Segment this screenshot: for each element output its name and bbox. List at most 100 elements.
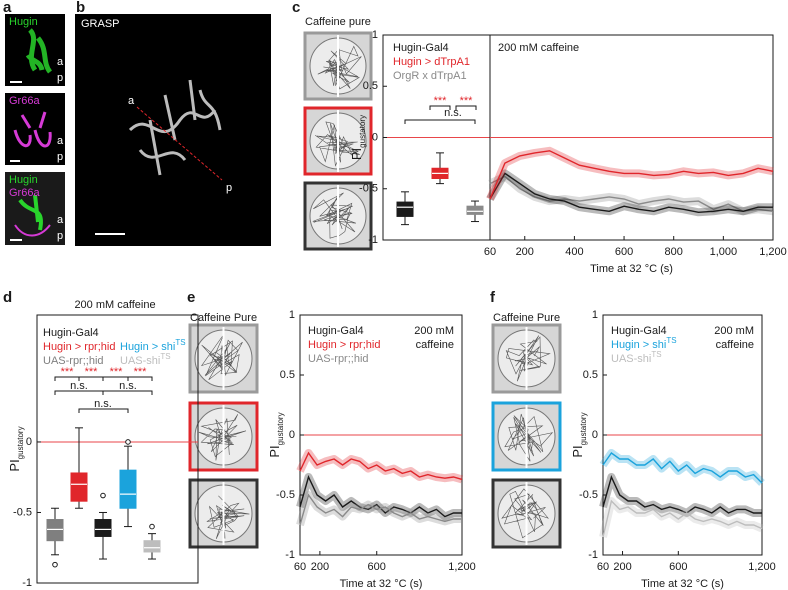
- series-line: [602, 499, 763, 538]
- legend-entry: Hugin > shiTS: [611, 336, 677, 351]
- box: [466, 205, 484, 215]
- x-tick-label: 400: [565, 246, 583, 258]
- arena-title: Caffeine Pure: [493, 312, 560, 324]
- y-tick-label: -0.5: [579, 489, 598, 501]
- legend-entry-text: Hugin > dTrpA1: [393, 56, 470, 68]
- y-axis-label-sub: gustatory: [16, 426, 25, 459]
- stain-label: Hugin: [9, 174, 38, 186]
- significance: n.s.: [444, 107, 462, 119]
- legend-entry: Hugin-Gal4: [393, 42, 449, 54]
- bracket: [102, 390, 153, 395]
- box: [70, 472, 88, 502]
- legend-entry: Hugin-Gal4: [43, 327, 99, 339]
- legend-entry-sup: TS: [651, 350, 661, 359]
- series-line: [489, 172, 773, 214]
- x-axis-label: Time at 32 °C (s): [340, 578, 423, 590]
- axis-label: p: [57, 72, 63, 84]
- annotation: 200 mM caffeine: [498, 42, 579, 54]
- micrograph: [5, 14, 65, 86]
- y-tick-label: -1: [22, 577, 32, 589]
- legend-entry-text: OrgR x dTrpA1: [393, 70, 467, 82]
- significance: ***: [434, 95, 448, 107]
- trajectory: [206, 490, 250, 540]
- legend-entry: Hugin-Gal4: [611, 325, 667, 337]
- axis-label: p: [226, 182, 232, 194]
- significance: n.s.: [119, 380, 137, 392]
- legend-entry: Hugin > rpr;hid: [43, 341, 115, 353]
- stain-label: Gr66a: [9, 95, 40, 107]
- x-tick-label: 600: [615, 246, 633, 258]
- x-tick-label: 1,200: [448, 561, 476, 573]
- annotation: caffeine: [716, 339, 754, 351]
- chart-title: 200 mM caffeine: [74, 299, 155, 311]
- y-tick-label: 1: [372, 29, 378, 41]
- series-line: [489, 150, 774, 200]
- y-tick-label: -0.5: [359, 183, 378, 195]
- error-band: [296, 449, 464, 484]
- trajectory: [501, 488, 549, 539]
- x-tick-label: 200: [311, 561, 329, 573]
- axis-label: a: [57, 135, 64, 147]
- stain-signal: [18, 194, 43, 231]
- legend-entry: Hugin > dTrpA1: [393, 56, 470, 68]
- y-tick-label: -0.5: [13, 506, 32, 518]
- y-tick-label: 0: [592, 429, 598, 441]
- arena-title: Caffeine Pure: [190, 312, 257, 324]
- box: [143, 540, 161, 553]
- significance: ***: [85, 366, 99, 378]
- significance: n.s.: [70, 380, 88, 392]
- series-line: [299, 493, 462, 526]
- box: [119, 469, 137, 509]
- x-axis-label: Time at 32 °C (s): [641, 578, 724, 590]
- series-line: [602, 474, 762, 514]
- x-tick-label: 60: [597, 561, 609, 573]
- stain-label: Hugin: [9, 16, 38, 28]
- bracket: [429, 105, 451, 110]
- legend-entry-text: Hugin > shi: [120, 341, 175, 353]
- legend-entry-text: UAS-shi: [120, 355, 160, 367]
- y-tick-label: -0.5: [276, 489, 295, 501]
- legend-entry-sup: TS: [175, 338, 185, 347]
- y-axis-label-text: PI: [267, 445, 282, 457]
- outlier: [125, 439, 131, 445]
- legend-entry: UAS-shiTS: [120, 352, 171, 367]
- x-tick-label: 1,200: [759, 246, 787, 258]
- legend-entry: UAS-shiTS: [611, 350, 662, 365]
- y-axis-label: PIgustatory: [267, 412, 284, 457]
- y-axis-label-sub: gustatory: [579, 412, 588, 445]
- box: [94, 519, 112, 537]
- y-tick-label: 0.5: [280, 369, 295, 381]
- y-axis-label-sub: gustatory: [276, 412, 285, 445]
- x-tick-label: 1,000: [710, 246, 738, 258]
- plot-frame: [36, 314, 199, 584]
- axis-line: [136, 106, 223, 181]
- x-tick-label: 200: [516, 246, 534, 258]
- panel-label: e: [187, 289, 195, 306]
- legend-entry: UAS-rpr;;hid: [308, 353, 369, 365]
- y-axis-label-text: PI: [570, 445, 585, 457]
- legend-entry-text: Hugin-Gal4: [393, 42, 449, 54]
- arena-title: Caffeine pure: [305, 16, 371, 28]
- legend-entry-text: Hugin-Gal4: [611, 325, 667, 337]
- y-axis-label: PIgustatory: [570, 412, 587, 457]
- image-title: GRASP: [81, 18, 120, 30]
- legend-entry-text: Hugin > shi: [611, 339, 666, 351]
- bracket: [127, 376, 153, 381]
- legend-entry-text: Hugin-Gal4: [43, 327, 99, 339]
- stain-signal: [13, 111, 52, 148]
- box: [396, 201, 414, 217]
- stain-signal: [25, 28, 53, 74]
- y-tick-label: 0.5: [363, 80, 378, 92]
- y-tick-label: 1: [592, 309, 598, 321]
- x-tick-label: 60: [294, 561, 306, 573]
- panel-label: b: [76, 0, 85, 16]
- bracket: [404, 119, 476, 124]
- box: [46, 519, 64, 542]
- panel-label: f: [490, 289, 496, 306]
- legend-entry-text: Hugin > rpr;hid: [308, 339, 380, 351]
- outlier: [149, 523, 155, 530]
- x-tick-label: 800: [665, 246, 683, 258]
- y-tick-label: 1: [289, 309, 295, 321]
- axis-label: p: [57, 230, 63, 242]
